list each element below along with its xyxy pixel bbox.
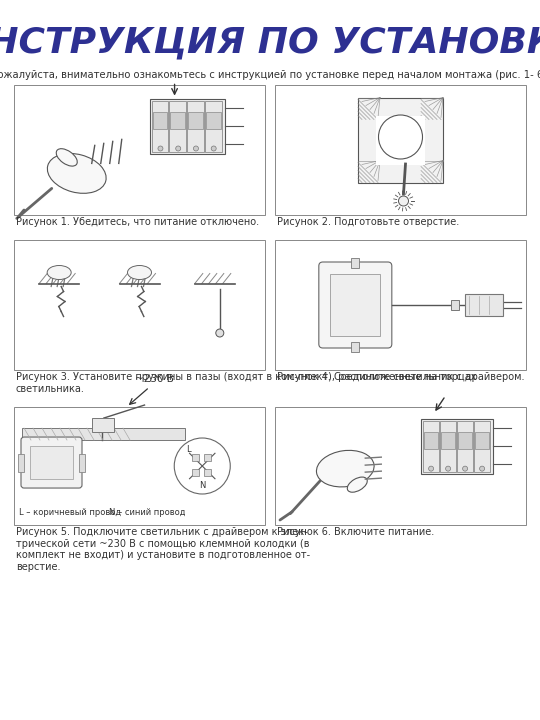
Text: Рисунок 3. Установите пружины в пазы (входят в ком-плект), расположенные на торц: Рисунок 3. Установите пружины в пазы (вх…: [16, 372, 476, 394]
Ellipse shape: [347, 477, 367, 492]
Text: Рисунок 1. Убедитесь, что питание отключено.: Рисунок 1. Убедитесь, что питание отключ…: [16, 217, 259, 227]
Bar: [14, 85, 265, 215]
FancyBboxPatch shape: [352, 258, 359, 268]
Circle shape: [446, 466, 450, 471]
Bar: [14, 240, 265, 370]
Bar: [204, 454, 211, 461]
Bar: [330, 274, 380, 336]
Bar: [275, 407, 526, 525]
Bar: [423, 433, 437, 449]
Circle shape: [193, 146, 199, 151]
Bar: [14, 407, 265, 525]
Bar: [475, 433, 489, 449]
Circle shape: [463, 466, 468, 471]
Text: Рисунок 2. Подготовьте отверстие.: Рисунок 2. Подготовьте отверстие.: [277, 217, 459, 227]
Bar: [152, 101, 168, 151]
Bar: [440, 420, 456, 472]
Text: Пожалуйста, внимательно ознакомьтесь с инструкцией по установке перед началом мо: Пожалуйста, внимательно ознакомьтесь с и…: [0, 70, 540, 80]
Bar: [205, 101, 221, 151]
Bar: [474, 420, 490, 472]
Bar: [358, 97, 443, 182]
FancyBboxPatch shape: [352, 342, 359, 352]
Text: L: L: [186, 446, 191, 454]
Bar: [188, 112, 203, 129]
Bar: [170, 112, 185, 129]
Circle shape: [176, 146, 181, 151]
Text: Рисунок 4. Соедините светильник с драйвером.: Рисунок 4. Соедините светильник с драйве…: [277, 372, 524, 382]
Text: N: N: [199, 482, 205, 490]
Bar: [421, 418, 492, 474]
Bar: [441, 433, 455, 449]
Bar: [275, 85, 526, 215]
Circle shape: [429, 466, 434, 471]
Bar: [170, 101, 186, 151]
Bar: [187, 101, 204, 151]
Ellipse shape: [127, 266, 152, 279]
Ellipse shape: [47, 266, 71, 279]
Bar: [92, 418, 114, 432]
Bar: [457, 433, 471, 449]
Bar: [192, 454, 199, 461]
Bar: [275, 240, 526, 370]
FancyBboxPatch shape: [21, 437, 82, 488]
Circle shape: [158, 146, 163, 151]
Circle shape: [216, 329, 224, 337]
Circle shape: [399, 196, 408, 206]
Bar: [465, 294, 503, 316]
Bar: [192, 469, 199, 476]
Text: N – синий провод: N – синий провод: [109, 508, 186, 517]
Bar: [153, 112, 167, 129]
Circle shape: [211, 146, 216, 151]
Text: L – коричневый провод: L – коричневый провод: [19, 508, 121, 517]
Circle shape: [379, 115, 422, 159]
Ellipse shape: [316, 451, 374, 487]
Text: Рисунок 5. Подключите светильник с драйвером к элек-
трической сети ~230 В с пом: Рисунок 5. Подключите светильник с драйв…: [16, 527, 310, 572]
FancyBboxPatch shape: [319, 262, 392, 348]
Bar: [457, 420, 472, 472]
Bar: [18, 454, 24, 472]
Bar: [423, 420, 438, 472]
Bar: [451, 300, 458, 310]
Text: ИНСТРУКЦИЯ ПО УСТАНОВКЕ: ИНСТРУКЦИЯ ПО УСТАНОВКЕ: [0, 25, 540, 59]
Bar: [30, 446, 73, 479]
Bar: [79, 454, 85, 472]
Bar: [376, 115, 425, 164]
Ellipse shape: [48, 153, 106, 194]
Text: Рисунок 6. Включите питание.: Рисунок 6. Включите питание.: [277, 527, 434, 537]
Text: ~230 В: ~230 В: [135, 374, 174, 384]
Bar: [204, 469, 211, 476]
Circle shape: [480, 466, 484, 471]
Bar: [150, 99, 225, 153]
Bar: [206, 112, 220, 129]
Ellipse shape: [56, 149, 77, 166]
Bar: [22, 428, 185, 440]
Circle shape: [174, 438, 230, 494]
